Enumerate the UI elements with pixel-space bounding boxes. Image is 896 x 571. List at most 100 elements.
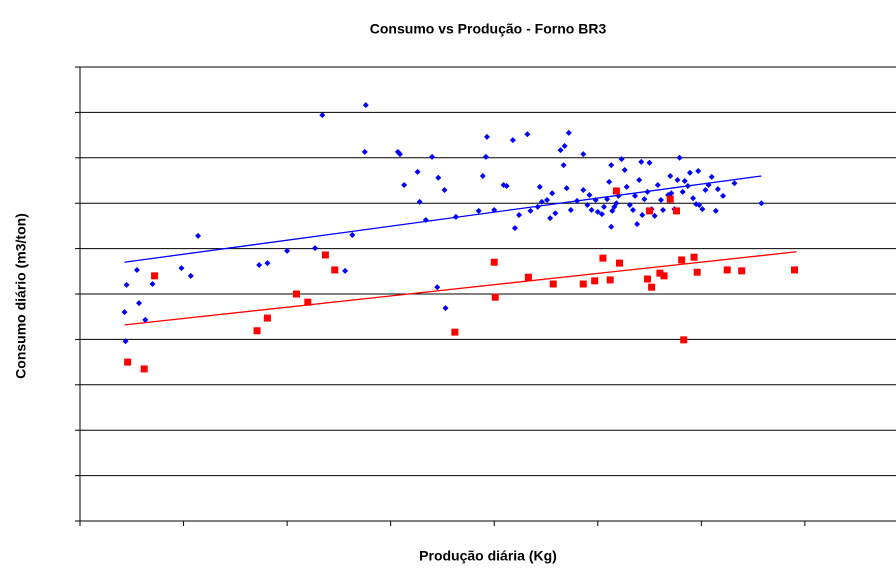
point xyxy=(538,198,545,205)
point xyxy=(524,273,532,281)
point xyxy=(549,190,556,197)
point xyxy=(580,187,587,194)
point xyxy=(256,261,263,268)
point xyxy=(121,309,128,316)
point xyxy=(668,190,675,197)
point xyxy=(264,260,271,267)
point xyxy=(142,316,149,323)
point xyxy=(648,283,656,291)
point xyxy=(606,276,614,284)
point xyxy=(483,133,490,140)
point xyxy=(599,254,607,262)
point xyxy=(606,178,613,185)
point xyxy=(396,151,403,158)
point xyxy=(187,272,194,279)
point xyxy=(362,102,369,109)
point xyxy=(638,158,645,165)
point xyxy=(536,183,543,190)
point xyxy=(639,212,646,219)
chart-title: Consumo vs Produção - Forno BR3 xyxy=(370,21,607,37)
point xyxy=(560,162,567,169)
x-axis-label: Produção diária (Kg) xyxy=(419,548,557,564)
point xyxy=(580,151,587,158)
point xyxy=(651,212,658,219)
point xyxy=(490,258,498,266)
point xyxy=(693,268,701,276)
point xyxy=(434,284,441,291)
point xyxy=(441,187,448,194)
point xyxy=(567,207,574,214)
point xyxy=(451,328,459,336)
point xyxy=(695,167,702,174)
point xyxy=(632,192,639,199)
point xyxy=(690,195,697,202)
point xyxy=(738,267,746,275)
point xyxy=(253,327,261,335)
point xyxy=(660,207,667,214)
point xyxy=(149,281,156,288)
point xyxy=(292,290,300,298)
point xyxy=(475,207,482,214)
point xyxy=(674,177,681,184)
point xyxy=(503,182,510,189)
point xyxy=(616,259,624,267)
point xyxy=(401,182,408,189)
point xyxy=(699,206,706,213)
point xyxy=(654,182,661,189)
point xyxy=(758,200,765,207)
point xyxy=(623,183,630,190)
point xyxy=(634,221,641,228)
point xyxy=(442,305,449,312)
point xyxy=(621,167,628,174)
point xyxy=(690,253,698,261)
point xyxy=(133,266,140,273)
point xyxy=(414,168,421,175)
point xyxy=(696,202,703,209)
y-axis-label: Consumo diário (m3/ton) xyxy=(13,213,29,379)
point xyxy=(672,207,680,215)
point xyxy=(712,207,719,214)
point xyxy=(565,129,572,136)
point xyxy=(263,314,271,322)
point xyxy=(608,223,615,230)
point xyxy=(312,245,319,252)
point xyxy=(626,202,633,209)
point xyxy=(563,185,570,192)
point xyxy=(586,192,593,199)
point xyxy=(680,336,688,344)
point xyxy=(618,156,625,163)
point xyxy=(552,210,559,217)
point xyxy=(629,207,636,214)
point xyxy=(124,358,132,366)
point xyxy=(178,265,185,272)
point xyxy=(491,293,499,301)
point xyxy=(516,212,523,219)
point xyxy=(600,203,607,210)
point xyxy=(304,298,312,306)
point xyxy=(509,137,516,144)
point xyxy=(591,277,599,285)
point xyxy=(714,186,721,193)
point xyxy=(479,172,486,179)
point xyxy=(643,275,651,283)
point xyxy=(731,180,738,187)
trendline xyxy=(124,175,762,263)
point xyxy=(435,174,442,181)
point xyxy=(608,162,615,169)
point xyxy=(151,272,159,280)
point xyxy=(594,208,601,215)
point xyxy=(122,338,129,345)
point xyxy=(549,280,557,288)
point xyxy=(524,131,531,138)
point xyxy=(195,232,202,239)
point xyxy=(660,272,668,280)
point xyxy=(123,281,130,288)
point xyxy=(588,207,595,214)
point xyxy=(636,177,643,184)
point xyxy=(679,188,686,195)
point xyxy=(482,153,489,160)
point xyxy=(284,247,291,254)
point xyxy=(657,197,664,204)
point xyxy=(331,266,339,274)
